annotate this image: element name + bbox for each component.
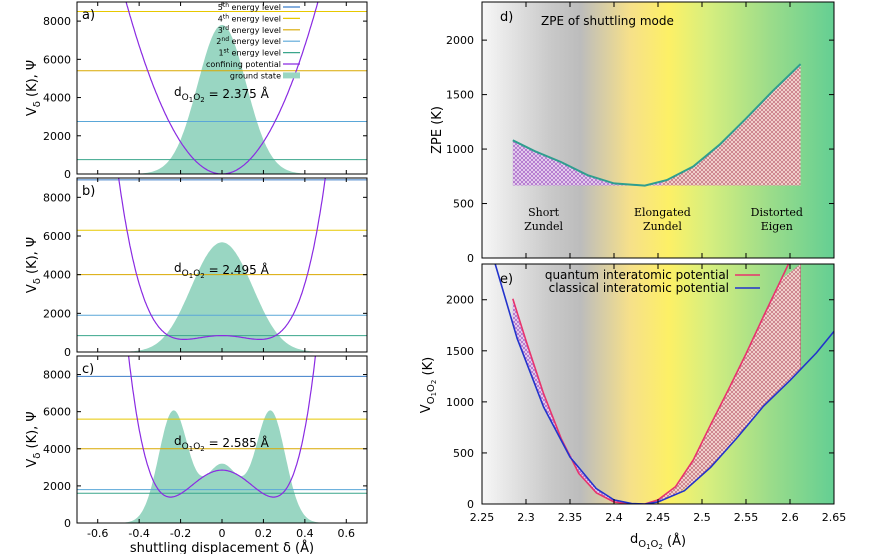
- x-tick-label: 2.65: [822, 511, 847, 524]
- y-tick-label: 1000: [446, 396, 474, 409]
- confining-potential-line: [128, 356, 316, 498]
- x-tick-label: 0.2: [255, 527, 273, 540]
- plot-area: [77, 178, 367, 352]
- x-axis-label: shuttling displacement δ (Å): [130, 540, 314, 554]
- y-tick-label: 0: [64, 346, 71, 359]
- region-label: Short: [528, 206, 560, 219]
- y-axis-label: Vδ (K), Ψ: [25, 237, 43, 293]
- y-tick-label: 2000: [446, 294, 474, 307]
- panel-label: d): [500, 10, 513, 25]
- x-tick-label: 0.4: [296, 527, 314, 540]
- y-tick-label: 2000: [43, 130, 71, 143]
- x-tick-label: -0.4: [128, 527, 149, 540]
- y-tick-label: 0: [64, 168, 71, 181]
- quantum-potential-line: [512, 264, 790, 504]
- y-tick-label: 4000: [43, 269, 71, 282]
- zpe-hatch-left: [512, 140, 663, 186]
- panel-e: 0 500 1000 1500 2000 2.25 2.3 2.35 2.4 2.45 2.5 2.5…: [419, 263, 847, 551]
- distance-annotation: dO1O2 = 2.375 Å: [174, 85, 270, 104]
- plot-area: [494, 264, 834, 504]
- legend-label: classical interatomic potential: [549, 281, 729, 295]
- hatch-group: [662, 264, 801, 501]
- y-tick-label: 500: [453, 447, 474, 460]
- legend-swatch: [283, 72, 300, 79]
- zpe-hatch-right: [662, 64, 801, 186]
- y-tick-label: 0: [467, 498, 474, 511]
- x-tick-label: 2.55: [734, 511, 759, 524]
- y-tick-label: 2000: [43, 307, 71, 320]
- zpe-line: [512, 63, 802, 187]
- region-label: Zundel: [524, 220, 563, 233]
- x-tick-label: 2.35: [558, 511, 583, 524]
- region-label: Eigen: [761, 220, 793, 233]
- region-label: Elongated: [634, 206, 691, 219]
- x-tick-label: 2.5: [693, 511, 711, 524]
- ground-state-area: [77, 410, 367, 523]
- panel-c: 0 2000 4000 6000 8000 c) Vδ (K), Ψ dO1O2 = 2.58…: [25, 355, 368, 554]
- y-tick-label: 2000: [446, 34, 474, 47]
- distance-annotation: dO1O2 = 2.585 Å: [174, 434, 270, 453]
- ground-state-area: [77, 24, 367, 174]
- x-tick-label: 0.6: [338, 527, 356, 540]
- y-tick-label: 6000: [43, 230, 71, 243]
- potential-hatch-left: [512, 298, 663, 504]
- confining-potential-line: [118, 178, 326, 340]
- ground-state-area: [77, 242, 367, 352]
- y-axis-label: Vδ (K), Ψ: [25, 60, 43, 116]
- x-tick-label: 2.25: [470, 511, 495, 524]
- legend-label: confining potential: [206, 60, 281, 69]
- legend-label: 4th energy level: [218, 13, 281, 23]
- y-axis-label: Vδ (K), Ψ: [25, 411, 43, 467]
- hatch-group: [512, 298, 663, 504]
- x-tick-label: 0: [219, 527, 226, 540]
- panel-a: 0 2000 4000 6000 8000 a) Vδ (K), Ψ dO1O2 = 2.37…: [25, 1, 368, 181]
- x-tick-label: 2.3: [517, 511, 535, 524]
- y-tick-label: 4000: [43, 92, 71, 105]
- legend-label: ground state: [230, 71, 281, 80]
- y-tick-label: 1500: [446, 89, 474, 102]
- plot-area: [77, 2, 367, 174]
- x-tick-label: 2.45: [646, 511, 671, 524]
- potential-hatch-right: [662, 264, 801, 501]
- y-tick-label: 4000: [43, 443, 71, 456]
- legend-label: 1st energy level: [218, 48, 281, 58]
- y-tick-label: 1500: [446, 345, 474, 358]
- y-tick-label: 0: [64, 517, 71, 530]
- y-tick-label: 2000: [43, 480, 71, 493]
- y-tick-label: 0: [467, 252, 474, 265]
- legend-label: quantum interatomic potential: [545, 268, 729, 282]
- x-tick-label: -0.2: [170, 527, 191, 540]
- distance-annotation: dO1O2 = 2.495 Å: [174, 261, 270, 280]
- y-axis-label: VO1O2 (K): [419, 357, 438, 413]
- region-label: Zundel: [643, 220, 682, 233]
- x-tick-label: 2.4: [605, 511, 623, 524]
- y-tick-label: 8000: [43, 369, 71, 382]
- y-tick-label: 8000: [43, 191, 71, 204]
- x-tick-label: -0.6: [87, 527, 108, 540]
- legend-label: 5th energy level: [218, 2, 281, 12]
- region-label: Distorted: [751, 206, 803, 219]
- panel-label: c): [82, 362, 94, 377]
- x-axis-label: dO1O2 (Å): [630, 532, 686, 551]
- y-axis-label: ZPE (K): [430, 106, 445, 154]
- panel-label: e): [500, 272, 513, 287]
- chart-title: ZPE of shuttling mode: [541, 14, 674, 28]
- plot-area: [77, 356, 367, 523]
- classical-potential-line: [494, 264, 834, 504]
- x-tick-label: 2.6: [781, 511, 799, 524]
- y-tick-label: 6000: [43, 53, 71, 66]
- y-tick-label: 8000: [43, 15, 71, 28]
- panel-label: b): [82, 184, 95, 199]
- panel-b: 0 2000 4000 6000 8000 b) Vδ (K), Ψ dO1O2 = 2.49…: [25, 177, 368, 359]
- y-tick-label: 6000: [43, 406, 71, 419]
- y-tick-label: 500: [453, 198, 474, 211]
- legend-label: 3rd energy level: [218, 25, 281, 35]
- y-tick-label: 1000: [446, 143, 474, 156]
- panel-label: a): [82, 8, 95, 23]
- panel-d: 0 500 1000 1500 2000 d) ZPE of shuttling mode Z…: [430, 1, 835, 265]
- legend-label: 2nd energy level: [216, 36, 281, 46]
